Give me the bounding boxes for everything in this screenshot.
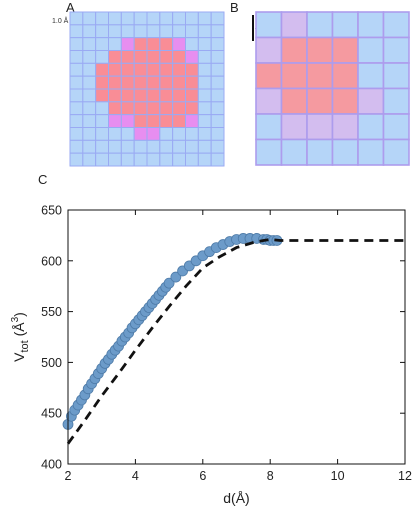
y-tick-label: 550 [41,305,62,319]
scale-bar-b [252,15,254,41]
plot-frame [67,209,406,465]
y-tick-label: 450 [41,407,62,421]
y-axis-title-sup: 3 [10,316,21,322]
scale-label-a: 1.0 Å [52,18,69,25]
y-axis-title-base: V [11,352,27,362]
x-axis-title: d(Å) [223,490,249,506]
y-axis-title-sub: tot [19,340,31,352]
x-tick-label: 4 [132,469,139,483]
x-tick-label: 8 [267,469,274,483]
data-point [170,271,182,283]
x-tick-label: 10 [331,469,345,483]
x-tick-label: 6 [199,469,206,483]
x-tick-label: 2 [65,469,72,483]
y-tick-label: 650 [41,204,62,218]
panel-b-label: B [230,0,239,15]
y-tick-label: 500 [41,356,62,370]
y-axis-title-paren: (Å [11,322,27,341]
y-tick-label: 400 [41,458,62,472]
y-tick-label: 600 [41,254,62,268]
panel-c-label: C [38,172,48,187]
panel-a-label: A [66,0,75,15]
y-axis-title: Vtot (Å3) [10,312,31,362]
data-point [163,277,175,289]
y-axis-title-close: ) [11,312,27,317]
chart-tick-group: 2 4 6 8 10 12 400 450 500 550 600 650 [41,204,412,484]
model-curve [66,238,405,445]
chart-series-group [62,233,405,445]
x-tick-label: 12 [398,469,412,483]
